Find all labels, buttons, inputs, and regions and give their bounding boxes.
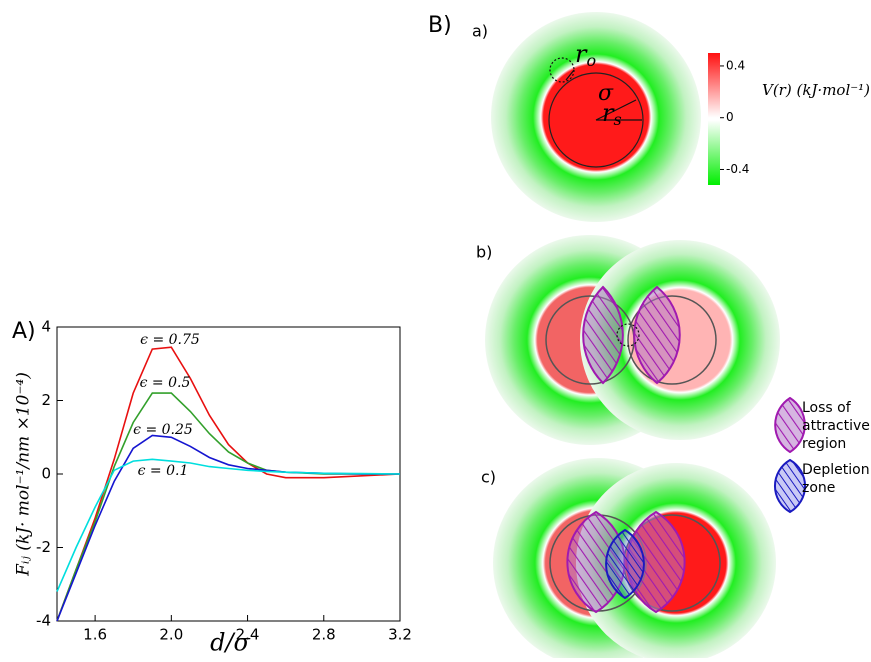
y-tick-label: -2 [36, 538, 51, 556]
series-label: ϵ = 0.5 [140, 375, 191, 391]
series-line [56, 434, 400, 622]
colorbar [708, 53, 720, 185]
legend-icon [773, 458, 807, 514]
legend-text: Loss of [802, 400, 852, 416]
y-tick-label: 2 [41, 391, 51, 409]
depletion-zone [605, 528, 645, 600]
sigma-label: σ [598, 81, 614, 106]
loss-region [633, 285, 681, 385]
colorbar-tick-label: 0.4 [726, 58, 745, 72]
legend-text: zone [802, 480, 835, 496]
x-tick-label: 3.2 [388, 626, 412, 644]
arrow [595, 99, 637, 121]
x-tick-label: 1.6 [83, 626, 107, 644]
colorbar-tick-label: 0 [726, 110, 734, 124]
y-axis-label: Fᵢⱼ (kJ· mol⁻¹/nm ×10⁻⁴) [14, 372, 34, 577]
x-axis-label: d/σ [210, 629, 250, 657]
legend-text: attractive [802, 418, 870, 434]
diagram-c [493, 458, 776, 662]
panel-label: A) [12, 319, 36, 344]
series-label: ϵ = 0.1 [138, 463, 189, 479]
x-tick-label: 2.0 [159, 626, 183, 644]
r-s: rs [602, 99, 622, 129]
sub-label: a) [472, 22, 488, 41]
y-tick-label: -4 [36, 612, 51, 630]
series-label: ϵ = 0.25 [133, 422, 193, 438]
y-tick-label: 0 [41, 465, 51, 483]
series-line [56, 392, 400, 622]
panel-label: B) [428, 13, 452, 38]
x-tick-label: 2.8 [312, 626, 336, 644]
diagram-b [485, 235, 780, 445]
sub-label: b) [476, 243, 492, 262]
r-o: ro [575, 40, 596, 70]
y-tick-label: 4 [41, 318, 51, 336]
arrow [565, 69, 575, 81]
core-circle [548, 72, 644, 168]
x-tick-label: 2.4 [236, 626, 260, 644]
legend-text: Depletion [802, 462, 870, 478]
legend-text: region [802, 436, 846, 452]
diagram-a: ro σ rs [491, 12, 701, 222]
probe-circle [616, 323, 640, 347]
sub-label: c) [481, 468, 496, 487]
colorbar-label: V(r) (kJ·mol⁻¹) [762, 81, 870, 99]
core-circle [627, 295, 717, 385]
loss-region [582, 285, 624, 385]
potential-disk [491, 12, 701, 222]
series-label: ϵ = 0.75 [140, 332, 200, 348]
legend-icon [774, 396, 806, 454]
series-line [56, 458, 401, 592]
colorbar-tick-label: -0.4 [726, 162, 749, 176]
